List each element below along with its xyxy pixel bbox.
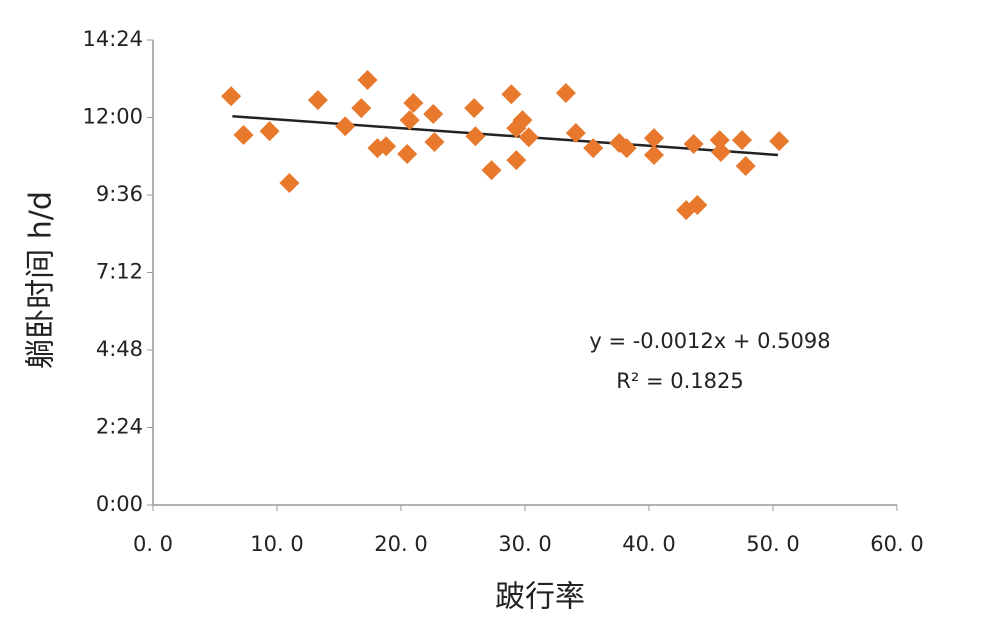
x-tick-label: 0. 0 [133,532,173,556]
y-tick-label: 4:48 [96,337,143,361]
x-tick-label: 40. 0 [622,532,675,556]
data-point [403,92,424,113]
equation: y = -0.0012x + 0.5098 [589,329,830,353]
data-point [279,173,300,194]
data-point [709,130,730,151]
data-point [376,136,397,157]
y-axis-title: 躺卧时间 h/d [24,191,59,369]
x-axis-title: 跛行率 [495,580,585,615]
data-point [259,121,280,142]
y-tick-label: 14:24 [82,27,143,51]
x-tick-label: 30. 0 [498,532,551,556]
data-point [512,110,533,131]
data-point [643,128,664,149]
data-point [221,86,242,107]
data-point [501,84,522,105]
data-point [565,123,586,143]
data-point [351,98,372,119]
data-point [397,143,418,164]
y-tick-label: 12:00 [82,105,143,129]
data-point [643,144,664,165]
trendline [232,114,779,157]
y-tick-label: 7:12 [96,260,143,284]
y-tick-label: 2:24 [96,415,143,439]
data-point [399,110,420,131]
data-point [710,142,731,163]
y-tick-label: 0:00 [96,492,143,516]
data-point [583,138,604,159]
data-point [357,70,378,91]
y-tick-label: 9:36 [96,182,143,206]
data-point [616,138,637,159]
x-tick-label: 60. 0 [870,532,923,556]
data-point [506,150,527,171]
data-point [423,103,444,124]
data-point [518,127,539,148]
data-point [335,116,356,137]
data-point [732,130,752,151]
data-point [769,131,790,152]
data-point [307,90,328,111]
data-point [464,98,485,119]
data-point [555,82,576,103]
x-tick-label: 10. 0 [250,532,303,556]
data-point [233,124,254,145]
data-point [687,195,708,216]
data-point [481,160,502,181]
r-squared: R² = 0.1825 [616,369,743,393]
data-point [735,155,756,176]
x-tick-label: 20. 0 [374,532,427,556]
data-point [465,126,486,147]
x-tick-label: 50. 0 [746,532,799,556]
data-point [424,132,445,153]
data-point [683,133,704,154]
